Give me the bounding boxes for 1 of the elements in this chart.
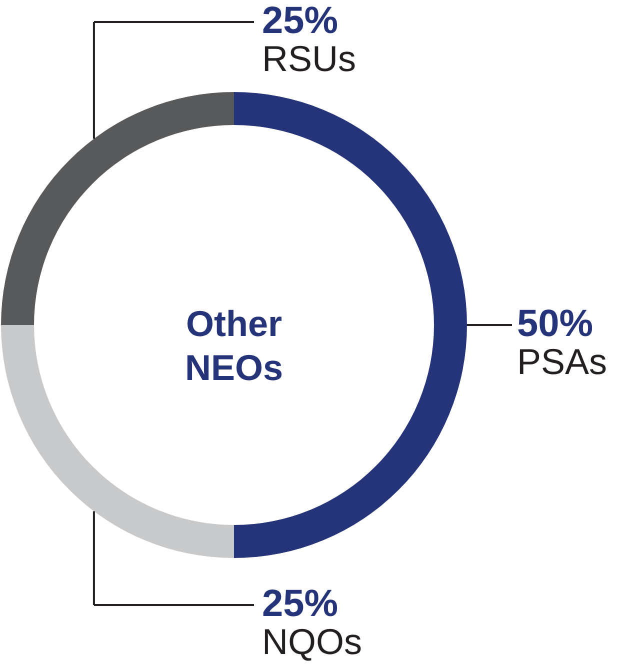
text: Other NEOs [184, 303, 284, 388]
